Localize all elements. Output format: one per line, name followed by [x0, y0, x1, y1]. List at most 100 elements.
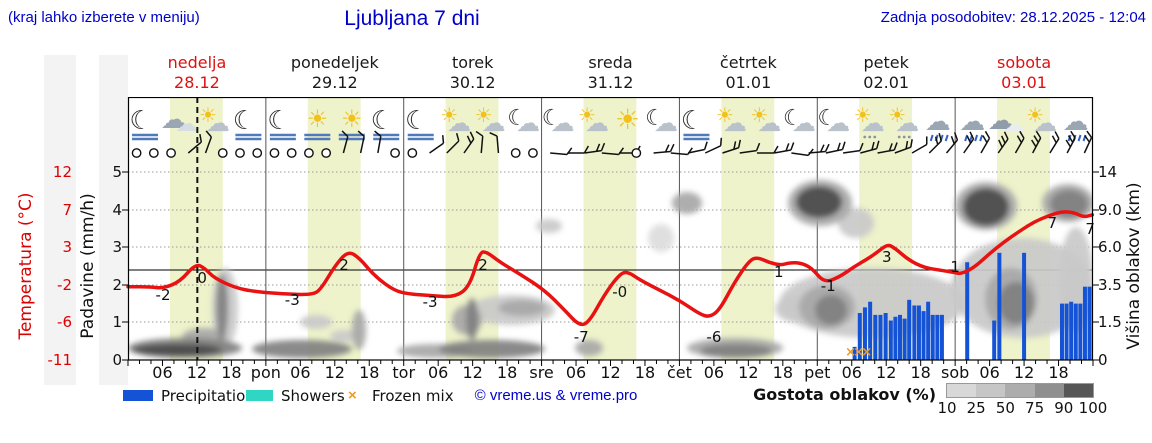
moon-fog-icon: ☾: [681, 106, 710, 141]
day-header: torek 30.12: [449, 53, 496, 92]
hour-label: 18: [221, 363, 242, 382]
svg-text:☀: ☀: [888, 103, 906, 127]
wind-calm-icon: [528, 148, 538, 158]
sun-fog-icon: ☀: [304, 105, 331, 141]
svg-text:☁: ☁: [551, 109, 575, 137]
temperature-value-label: 2: [339, 256, 349, 274]
precipitation-bars: [852, 252, 1092, 360]
wind-barb-icon: [894, 139, 913, 154]
axis-background-strip: [99, 55, 128, 385]
daylight-band: [721, 97, 775, 360]
hour-label: 12: [876, 363, 897, 382]
svg-text:☀: ☀: [1026, 103, 1044, 127]
svg-text:☁: ☁: [516, 109, 540, 137]
frozen-mix-mark: ×: [853, 345, 864, 360]
sun-cloud-icon: ☀☁: [1026, 103, 1057, 137]
sun-icon: ☀: [615, 103, 640, 136]
temperature-tick: -6: [57, 313, 72, 331]
svg-text:☀: ☀: [440, 103, 458, 127]
svg-text:☾: ☾: [371, 106, 394, 136]
temperature-value-label: -3: [285, 291, 300, 309]
svg-text:☁: ☁: [959, 107, 985, 137]
wind-barb-icon: [1014, 130, 1025, 154]
showers-legend-label: Showers: [281, 387, 345, 405]
svg-text:☁: ☁: [925, 107, 951, 137]
location-hint: (kraj lahko izberete v meniju): [8, 9, 200, 26]
svg-text:☾: ☾: [507, 106, 527, 131]
day-header: ponedeljek 29.12: [290, 53, 379, 92]
svg-text:☁: ☁: [826, 109, 850, 137]
svg-text:☁: ☁: [175, 112, 197, 137]
temperature-value-label: -6: [706, 328, 721, 346]
sun-cloud-icon: ☀☁: [578, 103, 609, 137]
day-header: sobota 03.01: [996, 53, 1052, 92]
wind-barb-icon: [1083, 130, 1093, 154]
wind-barb-icon: [739, 142, 761, 154]
temperature-value-label: 3: [882, 248, 892, 266]
svg-text:☁: ☁: [988, 106, 1014, 136]
sun-cloud-drizzle-icon: ☀☁: [888, 103, 919, 139]
temperature-line: [126, 210, 1095, 327]
wind-calm-icon: [148, 148, 159, 158]
day-header: nedelja 28.12: [167, 53, 227, 92]
density-tick-label: 90: [1054, 399, 1074, 417]
wind-calm-icon: [131, 148, 142, 158]
hour-label: 06: [979, 363, 1000, 382]
wind-calm-icon: [166, 148, 176, 158]
svg-text:☀: ☀: [750, 103, 768, 127]
cloud-rain-icon: ☁: [925, 107, 951, 142]
temperature-tick: 3: [62, 238, 72, 256]
wind-barb-icon: [374, 130, 382, 154]
wind-barb-icon: [860, 140, 880, 154]
temperature-value-label: -0: [612, 283, 627, 301]
hour-label: 06: [565, 363, 587, 382]
svg-text:☾: ☾: [405, 106, 428, 136]
temperature-tick: -11: [47, 351, 73, 369]
frozen-mix-icon: ×: [348, 387, 357, 404]
sun-fog-icon: ☀: [338, 105, 365, 141]
wind-barb-icon: [357, 130, 365, 154]
wind-barb-icon: [446, 133, 460, 154]
wind-barb-icon: [463, 131, 475, 154]
svg-text:☾: ☾: [542, 106, 562, 131]
hour-label: 06: [427, 363, 449, 382]
wind-barb-icon: [341, 130, 349, 154]
wind-barb-icon: [204, 130, 213, 154]
moon-fog-icon: ☾: [129, 106, 158, 141]
density-tick-label: 25: [966, 399, 986, 417]
temperature-value-label: 7: [1047, 214, 1057, 232]
wind-barb-icon: [653, 143, 675, 154]
wind-calm-icon: [321, 148, 332, 158]
svg-text:☾: ☾: [681, 106, 704, 136]
svg-text:☀: ☀: [341, 105, 363, 133]
svg-text:☀: ☀: [854, 103, 872, 127]
wind-barb-icon: [928, 133, 943, 154]
wind-barb-icon: [825, 141, 846, 154]
svg-text:☀: ☀: [199, 103, 217, 127]
day-header: četrtek 01.01: [719, 53, 777, 92]
day-mark-label: sob: [941, 363, 970, 382]
svg-text:☁: ☁: [654, 109, 678, 137]
sun-cloud-drizzle-icon: ☀☁: [854, 103, 885, 139]
wind-calm-icon: [390, 148, 400, 158]
density-segment: [1005, 384, 1035, 397]
copyright-link[interactable]: © vreme.us & vreme.pro: [474, 387, 638, 404]
temperature-value-label: 1: [774, 263, 784, 281]
precipitation-tick: 0: [112, 351, 122, 369]
temperature-value-label: -1: [821, 277, 836, 295]
wind-barb-icon: [911, 136, 928, 154]
hour-label: 12: [738, 363, 759, 382]
hour-label: 12: [600, 363, 621, 382]
svg-text:☾: ☾: [129, 106, 152, 136]
wind-calm-icon: [510, 148, 521, 158]
svg-text:☁: ☁: [1003, 113, 1025, 138]
temperature-value-label: 1: [950, 258, 960, 276]
temperature-value-label: -3: [423, 293, 438, 311]
day-mark-label: pon: [250, 363, 281, 382]
temperature-value-label: -7: [574, 328, 589, 346]
wind-barb-icon: [429, 135, 445, 154]
svg-text:☁: ☁: [447, 109, 471, 137]
hour-label: 18: [910, 363, 931, 382]
moon-cloud-icon: ☾☁: [783, 106, 816, 137]
